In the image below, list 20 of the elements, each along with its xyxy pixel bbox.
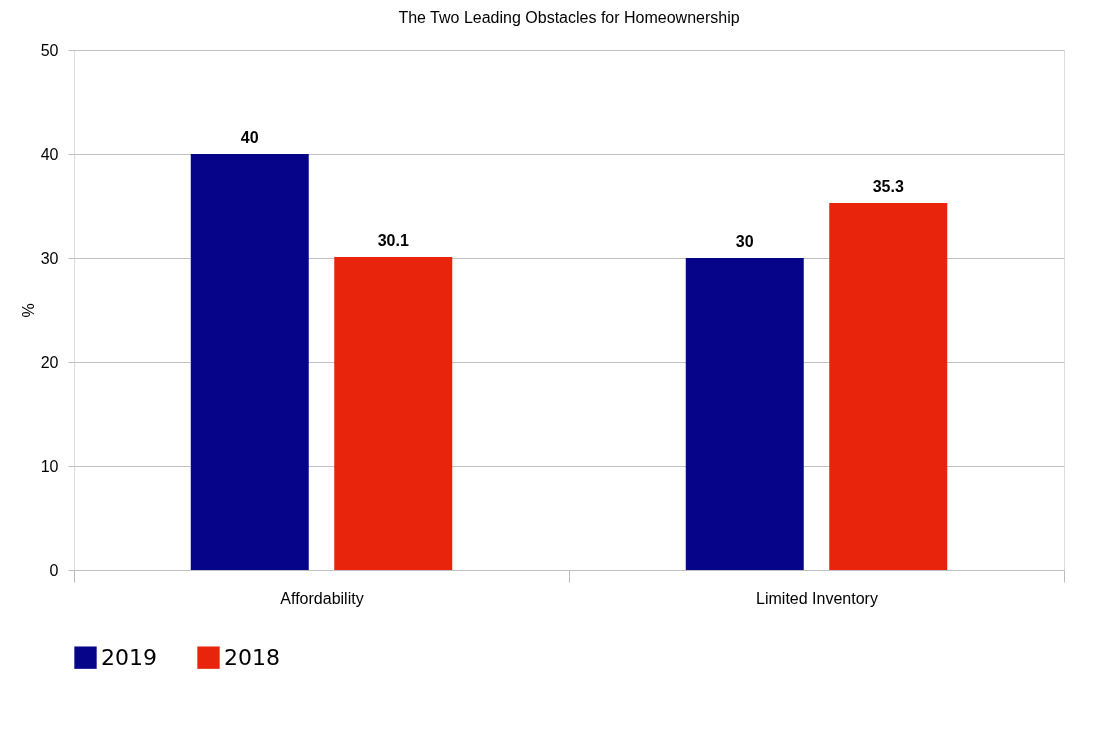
legend-label: 2019 (101, 644, 157, 670)
bar (190, 154, 309, 570)
y-axis-title: % (19, 303, 37, 318)
y-tick-label: 30 (40, 249, 59, 267)
y-tick-label: 50 (40, 41, 59, 59)
bar (829, 202, 948, 570)
data-label: 35.3 (872, 177, 904, 195)
data-label: 30.1 (377, 231, 409, 249)
chart-title: The Two Leading Obstacles for Homeownership (398, 9, 740, 26)
y-tick-label: 0 (49, 561, 59, 579)
data-label: 40 (240, 129, 259, 146)
y-tick-label: 20 (40, 353, 59, 371)
data-label: 30 (735, 233, 754, 250)
x-tick-label: Affordability (280, 589, 364, 607)
y-tick-label: 40 (40, 145, 59, 163)
y-tick-label: 10 (40, 457, 59, 475)
x-tick-label: Limited Inventory (756, 589, 878, 607)
bar (334, 256, 453, 570)
legend-label: 2018 (224, 644, 280, 670)
bar (685, 258, 804, 570)
